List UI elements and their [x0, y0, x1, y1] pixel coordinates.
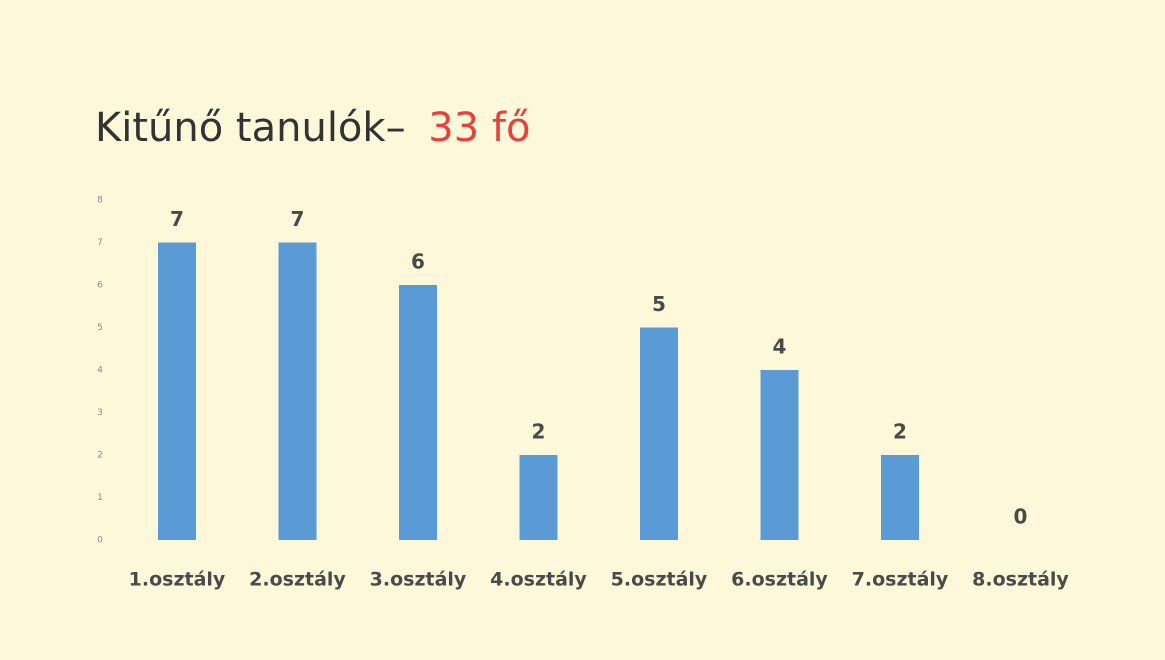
- y-tick-label: 3: [97, 408, 103, 418]
- title-main: Kitűnő tanulók–: [95, 105, 406, 151]
- data-label: 7: [170, 207, 184, 231]
- bar: [640, 327, 678, 540]
- data-label: 6: [411, 250, 425, 274]
- x-tick-label: 4.osztály: [490, 569, 587, 591]
- bar: [519, 455, 558, 540]
- bar: [158, 242, 196, 540]
- title-highlight: 33 fő: [428, 105, 530, 151]
- x-tick-label: 1.osztály: [129, 569, 226, 591]
- x-tick-label: 5.osztály: [611, 569, 708, 591]
- x-tick-label: 8.osztály: [972, 569, 1069, 591]
- y-tick-label: 0: [97, 536, 103, 546]
- chart-title: Kitűnő tanulók– 33 fő: [95, 105, 530, 151]
- y-tick-label: 5: [97, 323, 103, 333]
- bar: [881, 455, 919, 540]
- y-tick-label: 6: [97, 281, 103, 291]
- data-label: 5: [652, 292, 666, 316]
- y-tick-label: 7: [97, 238, 103, 248]
- x-tick-label: 2.osztály: [249, 569, 346, 591]
- data-label: 7: [291, 207, 305, 231]
- y-tick-label: 4: [97, 366, 103, 376]
- data-label: 2: [893, 420, 907, 444]
- x-tick-label: 7.osztály: [852, 569, 949, 591]
- bar: [760, 370, 799, 540]
- data-label: 4: [773, 335, 787, 359]
- data-label: 0: [1014, 505, 1028, 529]
- bar: [278, 242, 317, 540]
- x-tick-label: 6.osztály: [731, 569, 828, 591]
- y-tick-label: 2: [97, 451, 103, 461]
- y-tick-label: 1: [97, 493, 103, 503]
- x-tick-label: 3.osztály: [370, 569, 467, 591]
- y-tick-label: 8: [97, 196, 103, 206]
- bar: [399, 285, 437, 540]
- data-label: 2: [532, 420, 546, 444]
